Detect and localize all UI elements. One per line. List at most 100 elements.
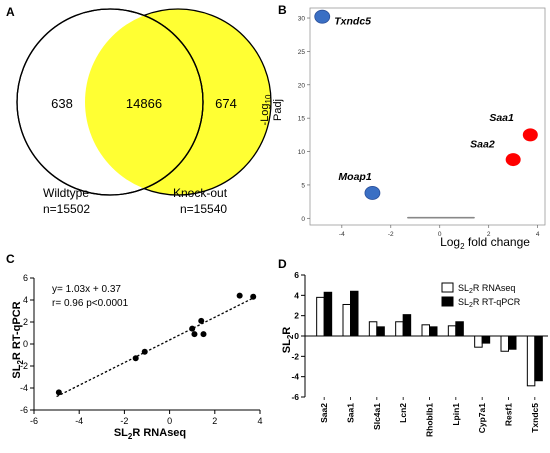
x-tick-label: 4 [536, 231, 540, 238]
volcano-plot: -4 -2 0 2 4 0 5 10 15 20 25 30 Txndc5 Moap1 Saa1 Saa2 [298, 7, 546, 238]
x-tick-label: 4 [257, 416, 262, 426]
bar [526, 335, 536, 387]
legend-label-rnaseq: SL2R RNAseq [458, 283, 515, 295]
wildtype-outline [16, 8, 204, 196]
y-tick-label: 6 [294, 270, 299, 280]
bar [429, 326, 438, 337]
y-tick-label: 2 [23, 317, 28, 327]
bar [474, 335, 483, 348]
y-tick-label: 2 [294, 311, 299, 321]
bar [500, 335, 509, 352]
panel-b-xlabel: Log2 fold change [440, 235, 530, 251]
y-tick-label: 10 [298, 149, 306, 156]
y-tick-label: -4 [20, 383, 28, 393]
y-tick-label: 30 [298, 16, 306, 23]
y-tick-label: -2 [20, 361, 28, 371]
knockout-name: Knock-out [173, 186, 228, 200]
gene-point [522, 128, 538, 142]
data-point [200, 331, 207, 338]
data-point [189, 325, 196, 332]
legend-swatch-rnaseq [441, 282, 454, 293]
y-tick-label: 0 [301, 216, 305, 223]
bar [316, 296, 325, 337]
x-tick-label: -2 [120, 416, 128, 426]
category-label: Slc4a1 [372, 403, 382, 430]
plot-frame [309, 7, 546, 226]
panel-c-label: C [6, 252, 15, 266]
category-label: Saa1 [346, 403, 356, 423]
gene-point [314, 9, 331, 24]
x-tick-label: -6 [30, 416, 38, 426]
category-label: Resf1 [504, 403, 514, 426]
data-point [236, 292, 243, 299]
fit-correlation: r= 0.96 p<0.0001 [52, 298, 129, 309]
gene-label: Txndc5 [334, 16, 371, 28]
category-label: Lpin1 [451, 403, 461, 426]
y-tick-label: 0 [23, 339, 28, 349]
legend-swatch-rtqpcr [441, 296, 454, 307]
y-tick-label: -2 [291, 351, 299, 361]
intersection-count: 14866 [126, 96, 162, 111]
x-tick-label: -4 [339, 231, 345, 238]
bar [350, 290, 359, 337]
bar [534, 335, 543, 382]
x-tick-label: 2 [212, 416, 217, 426]
bar [395, 321, 404, 337]
gene-label: Saa1 [489, 112, 514, 124]
panel-d-label: D [278, 257, 287, 271]
panel-b-label: B [278, 3, 287, 17]
panel-d: D SL2R -6 -4 -2 0 2 4 6 Saa2 Saa1 Slc4a1 Lcn2 Rhobl… [278, 257, 548, 437]
y-tick-label: 5 [301, 182, 305, 189]
wildtype-name: Wildtype [43, 186, 89, 200]
category-label: Txndc5 [530, 403, 540, 433]
panel-a-label: A [6, 5, 15, 19]
legend-label-rtqpcr: SL2R RT-qPCR [458, 297, 521, 309]
correlation-plot: -6 -4 -2 0 2 4 -6 -4 -2 0 2 4 6 [20, 273, 263, 426]
bar [481, 335, 491, 344]
bar [402, 314, 412, 337]
y-tick-label: 4 [294, 290, 299, 300]
category-label: Rhoblb1 [425, 403, 435, 437]
data-point [132, 355, 139, 362]
bar [447, 325, 457, 337]
y-tick-label: 0 [294, 331, 299, 341]
knockout-only-count: 674 [215, 96, 237, 111]
y-tick-label: 15 [298, 116, 306, 123]
bar [342, 303, 351, 337]
panel-c-ylabel: SL2R RT-qPCR [11, 301, 25, 378]
x-tick-label: -4 [75, 416, 83, 426]
y-tick-label: 20 [298, 82, 306, 89]
y-tick-label: -6 [291, 392, 299, 402]
category-label: Lcn2 [398, 403, 408, 423]
y-tick-label: -4 [291, 372, 299, 382]
panel-c-xlabel: SL2R RNAseq [114, 427, 186, 441]
gene-point [505, 153, 521, 167]
wildtype-only-count: 638 [51, 96, 73, 111]
gene-label: Saa2 [470, 139, 495, 151]
y-tick-label: 4 [23, 295, 28, 305]
wildtype-n: n=15502 [43, 202, 90, 216]
panel-c: C SL2R RT-qPCR -6 -4 -2 0 2 4 -6 -4 -2 0 2 4 6 y= 1.… [6, 252, 263, 441]
bar [508, 335, 517, 350]
bar [376, 326, 385, 337]
data-point [191, 331, 198, 338]
knockout-n: n=15540 [180, 202, 227, 216]
x-tick-label: 0 [438, 231, 442, 238]
regression-line [56, 296, 256, 398]
bar [368, 321, 378, 337]
panel-d-ylabel: SL2R [281, 327, 295, 354]
x-tick-label: 0 [167, 416, 172, 426]
y-tick-label: 25 [298, 49, 306, 56]
y-tick-label: 6 [23, 273, 28, 283]
gene-label: Moap1 [338, 171, 371, 183]
data-point [55, 389, 62, 396]
data-point [141, 348, 148, 355]
x-tick-label: 2 [487, 231, 491, 238]
bar [421, 324, 430, 337]
gene-point [364, 186, 381, 200]
category-label: Saa2 [319, 403, 329, 423]
category-label: Cyp7a1 [477, 403, 487, 434]
bar [455, 321, 464, 337]
